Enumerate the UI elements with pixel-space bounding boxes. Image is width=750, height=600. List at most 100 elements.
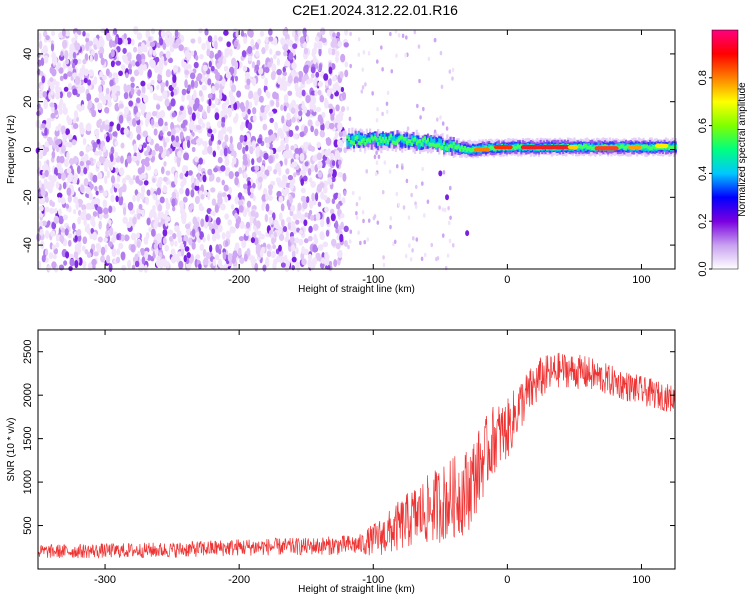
spectrogram-cell <box>156 104 161 110</box>
spectrogram-cell <box>218 248 222 255</box>
spectrogram-cell <box>228 171 234 180</box>
spectrogram-cell <box>280 104 284 112</box>
spectrogram-cell <box>180 247 185 257</box>
spectrogram-cell <box>127 259 132 269</box>
spectrogram-cell <box>274 153 279 159</box>
spectrogram-cell <box>45 196 49 203</box>
spectrogram-cell <box>162 42 167 50</box>
spectrogram-cell <box>411 248 414 253</box>
spectrogram-cell <box>57 197 62 203</box>
spectrogram-cell <box>254 165 260 172</box>
spectrogram-cell <box>96 206 102 213</box>
spectrogram-cell <box>141 85 146 95</box>
spectrogram-cell <box>348 116 352 122</box>
spectrogram-cell <box>307 235 313 242</box>
spectrogram-cell <box>438 138 441 145</box>
spectrogram-cell <box>90 218 95 226</box>
spectrogram-cell <box>112 27 118 35</box>
spectrogram-y-ticks: -40 -20 0 20 40 <box>22 48 675 253</box>
spectrogram-cell <box>138 143 142 151</box>
spectrogram-cell <box>136 133 141 141</box>
spectrogram-cell <box>49 84 55 90</box>
spectrogram-cell <box>193 221 200 228</box>
spectrogram-cell <box>172 42 178 49</box>
spectrogram-cell <box>214 112 220 121</box>
spectrogram-cell <box>264 136 269 144</box>
spectrogram-cell <box>214 40 218 50</box>
spectrogram-cell <box>339 71 344 79</box>
spectrogram-cell <box>126 155 132 164</box>
spectrogram-cell <box>628 144 642 150</box>
spectrogram-cell <box>245 144 249 152</box>
spectrogram-cell <box>294 147 300 154</box>
spectrogram-cell <box>242 153 248 162</box>
spectrogram-cell <box>275 222 280 230</box>
spectrogram-cell <box>374 171 378 177</box>
spectrogram-cell <box>245 221 251 229</box>
spectrogram-cell <box>264 43 269 51</box>
spectrogram-cell <box>81 104 85 111</box>
spectrogram-cell <box>234 75 239 82</box>
spectrogram-cell <box>349 140 352 144</box>
spectrogram-cell <box>82 209 87 218</box>
spectrogram-cell <box>67 133 73 140</box>
spectrogram-cell <box>118 70 123 77</box>
spectrogram-cell <box>290 244 296 252</box>
spectrogram-cell <box>397 202 400 207</box>
spectrogram-cell <box>130 87 135 96</box>
spectrogram-cell <box>123 127 129 136</box>
spectrogram-cell <box>342 137 347 143</box>
spectrogram-cell <box>48 174 53 182</box>
spectrogram-cell <box>273 37 278 46</box>
spectrogram-cell <box>430 142 433 147</box>
spectrogram-cell <box>276 58 280 66</box>
spectrogram-cell <box>221 192 227 198</box>
spectrogram-cell <box>260 246 266 254</box>
spectrogram-cell <box>249 216 255 223</box>
spectrogram-cell <box>67 194 72 203</box>
spectrogram-cell <box>300 187 306 194</box>
spectrogram-cell <box>114 140 119 147</box>
spectrogram-cell <box>388 139 391 148</box>
spectrogram-cell <box>188 170 193 176</box>
spectrogram-cell <box>251 77 257 87</box>
spectrogram-cell <box>346 140 349 147</box>
spectrogram-cell <box>289 182 295 190</box>
spectrogram-cell <box>426 199 430 204</box>
spectrogram-cell <box>80 184 85 193</box>
spectrogram-cell <box>380 45 383 50</box>
spectrogram-cell <box>512 144 515 149</box>
spectrogram-cell <box>445 194 450 201</box>
spectrogram-cell <box>584 144 587 151</box>
spectrogram-cell <box>447 145 451 153</box>
spectrogram-cell <box>62 102 66 111</box>
spectrogram-cell <box>111 248 117 258</box>
spectrogram-cell <box>624 145 628 150</box>
spectrogram-cell <box>291 249 296 259</box>
spectrogram-cell <box>207 35 213 43</box>
spectrogram-cell <box>273 168 278 175</box>
spectrogram-cell <box>176 158 181 168</box>
spectrogram-cell <box>58 108 63 115</box>
spectrogram-cell <box>258 67 264 75</box>
spectrogram-cell <box>292 133 299 140</box>
spectrogram-cell <box>223 30 229 36</box>
spectrogram-cell <box>295 219 300 225</box>
spectrogram-cell <box>233 40 239 48</box>
spectrogram-cell <box>238 199 244 206</box>
y-tick-label: 0 <box>22 146 34 152</box>
spectrogram-cell <box>92 263 96 270</box>
spectrogram-cell <box>473 147 490 152</box>
spectrogram-cell <box>344 29 349 36</box>
spectrogram-cell <box>227 252 233 262</box>
spectrogram-cell <box>452 141 455 146</box>
spectrogram-cell <box>264 66 270 74</box>
spectrogram-cell <box>58 264 65 271</box>
spectrogram-cell <box>292 226 298 235</box>
spectrogram-cell <box>154 56 160 63</box>
spectrogram-cell <box>94 150 100 156</box>
spectrogram-cell <box>75 201 79 211</box>
spectrogram-cell <box>457 144 460 149</box>
spectrogram-cell <box>223 65 229 72</box>
spectrogram-cell <box>162 126 166 134</box>
